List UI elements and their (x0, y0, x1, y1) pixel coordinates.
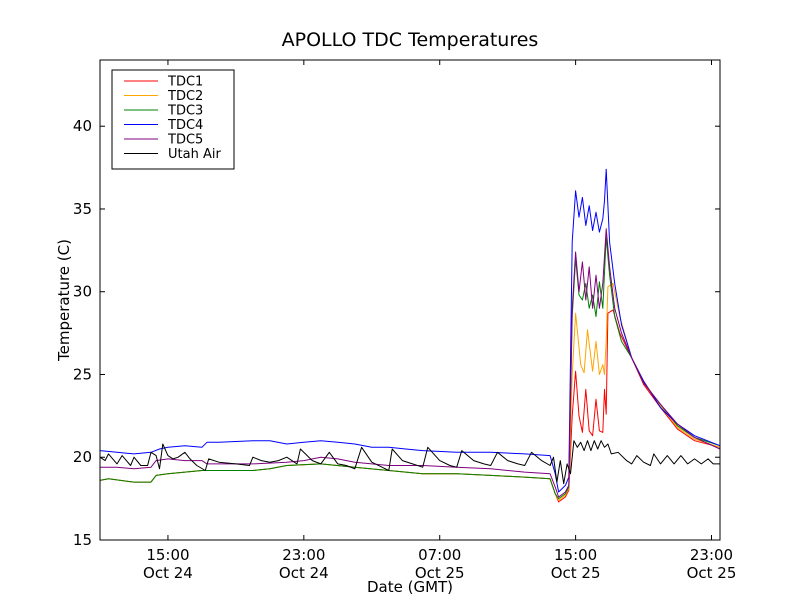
chart-title: APOLLO TDC Temperatures (282, 29, 539, 51)
series-lines (99, 168, 721, 503)
legend-label-tdc3: TDC3 (167, 104, 203, 119)
series-line-tdc5 (100, 228, 721, 498)
x-tick-date-label: Oct 24 (143, 564, 193, 582)
y-axis-label: Temperature (C) (55, 239, 73, 362)
x-tick-date-label: Oct 25 (415, 564, 465, 582)
legend-label-utah-air: Utah Air (168, 147, 221, 162)
series-line-tdc4 (99, 168, 721, 493)
x-tick-time-label: 07:00 (418, 546, 461, 564)
x-tick-time-label: 15:00 (554, 546, 597, 564)
legend-label-tdc2: TDC2 (167, 89, 203, 104)
x-tick-time-label: 23:00 (282, 546, 325, 564)
x-tick-date-label: Oct 24 (279, 564, 329, 582)
plot-frame (99, 59, 721, 541)
x-tick-date-label: Oct 25 (687, 564, 737, 582)
series-line-utah-air (99, 440, 720, 485)
legend-label-tdc1: TDC1 (167, 75, 203, 90)
y-tick-label: 15 (73, 531, 92, 549)
y-tick-label: 25 (73, 365, 92, 383)
y-tick-label: 20 (73, 448, 92, 466)
legend-label-tdc5: TDC5 (167, 133, 203, 148)
y-tick-label: 40 (73, 117, 92, 135)
legend-box (111, 69, 235, 170)
series-line-tdc3 (99, 236, 721, 500)
x-tick-time-label: 23:00 (690, 546, 733, 564)
x-axis-label: Date (GMT) (367, 578, 453, 596)
legend-label-tdc4: TDC4 (167, 118, 203, 133)
y-tick-label: 30 (73, 283, 92, 301)
x-tick-time-label: 15:00 (146, 546, 189, 564)
y-tick-label: 35 (73, 200, 92, 218)
x-tick-date-label: Oct 25 (551, 564, 601, 582)
